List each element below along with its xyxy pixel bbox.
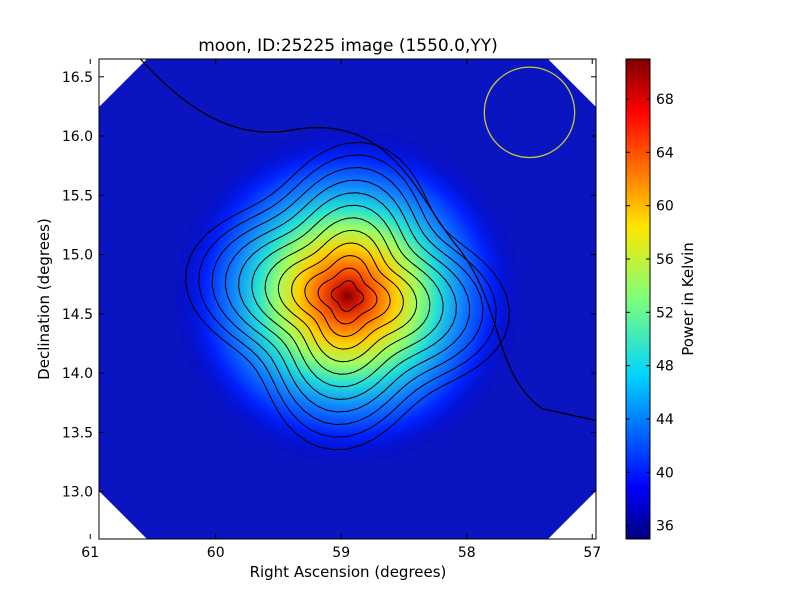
contour-line — [317, 267, 378, 325]
colorbar-label: Power in Kelvin — [679, 242, 697, 356]
y-axis-label: Declination (degrees) — [35, 218, 53, 380]
y-ticks: 13.0 13.5 14.0 14.5 15.0 15.5 16.0 16.5 — [62, 70, 596, 501]
source-emission — [172, 126, 523, 467]
y-tick-label: 15.0 — [62, 248, 93, 264]
x-tick-label: 60 — [207, 545, 225, 561]
colorbar-tick-label: 44 — [656, 412, 674, 428]
contour-line — [185, 141, 510, 451]
y-tick-label: 14.0 — [62, 366, 93, 382]
colorbar-tick-label: 40 — [656, 465, 674, 481]
plot-area — [99, 59, 596, 539]
contour-line — [198, 154, 497, 438]
contour-line — [238, 192, 457, 400]
contour-line — [211, 166, 484, 426]
beam-ellipse — [483, 66, 576, 159]
y-tick-label: 15.5 — [62, 188, 93, 204]
colorbar-tick-label: 48 — [656, 359, 674, 375]
heatmap-image — [172, 126, 523, 467]
colorbar-tick-label: 36 — [656, 519, 674, 535]
y-tick-label: 16.5 — [62, 70, 93, 86]
colorbar-tick-label: 68 — [656, 92, 674, 108]
contour-line — [224, 179, 471, 413]
x-axis-label: Right Ascension (degrees) — [250, 563, 447, 581]
colorbar-tick-label: 56 — [656, 252, 674, 268]
contour-outer — [139, 59, 596, 422]
x-ticks: 61 60 59 58 57 — [81, 59, 601, 561]
blank-corner — [548, 59, 596, 107]
contour-line — [264, 217, 431, 375]
x-tick-label: 61 — [81, 545, 99, 561]
colorbar-ticks: 36 40 44 48 52 56 60 64 68 — [626, 92, 674, 535]
colorbar-tick-label: 64 — [656, 145, 674, 161]
x-tick-label: 58 — [458, 545, 476, 561]
contour-line — [291, 242, 404, 350]
blank-corner — [548, 491, 596, 539]
y-tick-label: 14.5 — [62, 307, 93, 323]
contour-line — [277, 229, 418, 363]
colorbar — [625, 58, 651, 540]
contour-line — [304, 255, 391, 338]
y-tick-label: 16.0 — [62, 129, 93, 145]
contours — [139, 59, 596, 451]
plot-frame — [98, 58, 597, 540]
x-tick-label: 57 — [583, 545, 601, 561]
blank-corner — [99, 491, 147, 539]
blank-corner — [99, 59, 147, 107]
colorbar-tick-label: 60 — [656, 199, 674, 215]
y-tick-label: 13.0 — [62, 485, 93, 501]
contour-line — [330, 280, 365, 312]
beam-circle — [483, 66, 576, 159]
contour-line — [251, 204, 444, 388]
blank-corners — [99, 59, 596, 539]
x-tick-label: 59 — [332, 545, 350, 561]
y-tick-label: 13.5 — [62, 425, 93, 441]
chart-title: moon, ID:25225 image (1550.0,YY) — [198, 36, 498, 56]
colorbar-tick-label: 52 — [656, 305, 674, 321]
